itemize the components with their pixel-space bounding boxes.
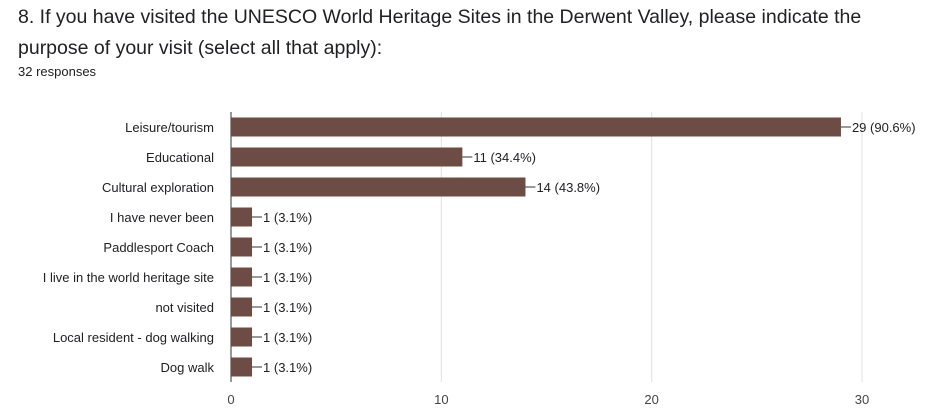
category-label: I have never been: [110, 210, 214, 225]
value-label: 1 (3.1%): [263, 240, 312, 255]
question-title: 8. If you have visited the UNESCO World …: [18, 6, 862, 59]
response-count: 32 responses: [18, 64, 97, 79]
value-labels: 29 (90.6%) 11 (34.4%)14 (43.8%) 1 (3.1%) 1 …: [252, 120, 916, 375]
category-label: Cultural exploration: [102, 180, 214, 195]
x-axis-ticks: 0 10 20 30: [227, 392, 869, 407]
category-label: Leisure/tourism: [125, 120, 214, 135]
value-label: 1 (3.1%): [263, 210, 312, 225]
category-label: not visited: [155, 300, 214, 315]
x-tick-label: 20: [644, 392, 658, 407]
value-label: 1 (3.1%): [263, 330, 312, 345]
bar: [231, 177, 526, 197]
x-tick-label: 0: [227, 392, 234, 407]
category-label: Paddlesport Coach: [103, 240, 214, 255]
bar: [231, 297, 253, 317]
category-label: Local resident - dog walking: [53, 330, 214, 345]
category-label: I live in the world heritage site: [43, 270, 214, 285]
bars: [231, 117, 841, 377]
bar: [231, 267, 253, 287]
bar: [231, 357, 253, 377]
category-label: Educational: [146, 150, 214, 165]
value-label: 1 (3.1%): [263, 300, 312, 315]
value-label: 1 (3.1%): [263, 270, 312, 285]
value-label: 11 (34.4%): [473, 150, 536, 165]
category-label: Dog walk: [161, 360, 215, 375]
bar: [231, 147, 463, 167]
bar: [231, 327, 253, 347]
bar: [231, 237, 253, 257]
x-tick-label: 10: [434, 392, 448, 407]
x-tick-label: 30: [855, 392, 869, 407]
bar: [231, 117, 841, 137]
bar: [231, 207, 253, 227]
value-label: 29 (90.6%): [852, 120, 916, 135]
value-label: 1 (3.1%): [263, 360, 312, 375]
category-labels: Leisure/tourism Educational Cultural explo…: [43, 120, 215, 375]
value-label: 14 (43.8%): [536, 180, 600, 195]
